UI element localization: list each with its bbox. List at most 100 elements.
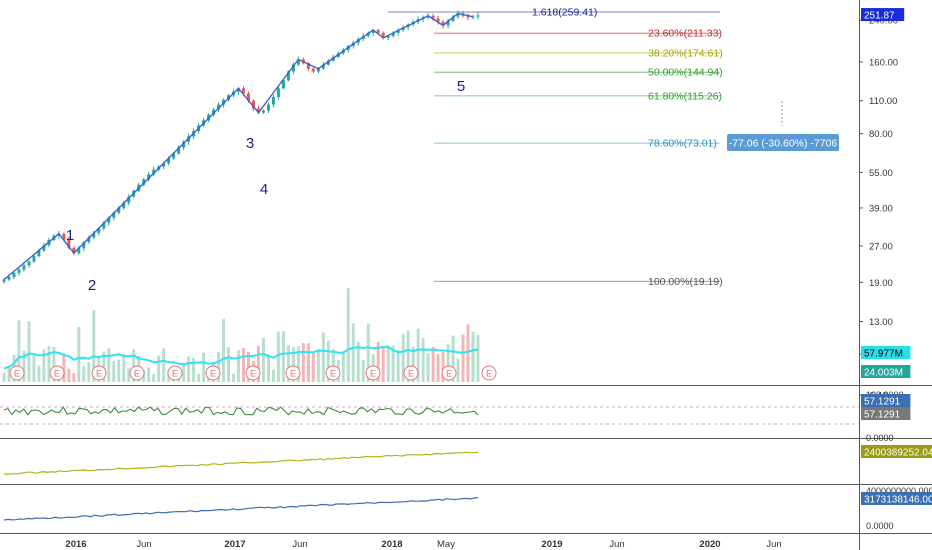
earnings-marker (205, 365, 221, 381)
time-tick-label: Jun (609, 539, 624, 550)
candle-body (326, 60, 330, 65)
candle-body (147, 174, 151, 180)
candle-body (261, 110, 265, 113)
volume-bar (321, 332, 325, 382)
candle-body (451, 16, 455, 21)
price-tick-label: 39.00 (869, 203, 893, 214)
indicator-2-badge-bg (861, 445, 932, 458)
candle-body (217, 104, 221, 110)
volume-bar (341, 351, 345, 382)
measure-tool-label: -77.06 (-30.60%) -7706 (727, 134, 839, 151)
candle-body (7, 277, 11, 280)
time-tick-label: Jun (766, 539, 781, 550)
price-tick-label: 13.00 (869, 317, 893, 328)
volume-bar (92, 309, 96, 382)
earnings-marker (365, 365, 381, 381)
indicator-2-badge: 2400389252.0483 (864, 448, 932, 459)
volume-bar (237, 350, 240, 382)
candle-body (286, 71, 290, 81)
volume-bar (132, 349, 136, 382)
candle-body (271, 97, 275, 105)
candle-body (242, 88, 245, 94)
candle-body (276, 88, 280, 98)
volume-bar (42, 349, 46, 382)
volume-bar (256, 345, 260, 382)
volume-bar (47, 346, 51, 382)
price-tick-label: 80.00 (869, 129, 893, 140)
indicator-tick-label: 4000000000.0000 (866, 486, 932, 496)
candle-body (162, 163, 166, 167)
volume-bar (451, 335, 455, 382)
volume-bar (386, 347, 390, 382)
volume-bar (306, 343, 310, 382)
price-tick-label: 110.00 (869, 96, 897, 107)
candle-body (2, 279, 6, 282)
earnings-marker (285, 365, 301, 381)
volume-bar (242, 348, 245, 382)
candle-body (376, 29, 380, 33)
volume-bar (266, 354, 270, 382)
volume-bar (461, 334, 465, 382)
volume-bar (311, 352, 315, 382)
time-tick-label: 2018 (381, 539, 402, 550)
volume-bar (222, 318, 226, 382)
volume-bar (436, 354, 440, 382)
volume-bar (202, 352, 206, 382)
time-tick-label: 2020 (699, 539, 720, 550)
volume-bar (117, 359, 121, 382)
measure-text: -77.06 (-30.60%) -7706 (729, 138, 838, 150)
candle-body (212, 109, 216, 115)
price-tick-label: 19.00 (869, 278, 893, 289)
volume-bar (67, 368, 71, 382)
earnings-marker (167, 365, 183, 381)
candle-body (281, 80, 285, 89)
volume-bar (107, 348, 111, 382)
time-tick-label: 2017 (224, 539, 245, 550)
candle-body (22, 265, 26, 270)
candle-body (371, 29, 375, 33)
volume-bar (326, 340, 330, 382)
earnings-marker-label: E (96, 369, 102, 379)
candle-body (311, 68, 315, 72)
volume-bar (192, 357, 196, 382)
volume-bar (401, 334, 405, 382)
candle-body (72, 247, 76, 254)
volume-bars (2, 288, 480, 382)
candle-body (247, 93, 250, 101)
volume-bar (346, 288, 350, 382)
candle-body (182, 141, 186, 148)
earnings-marker-label: E (54, 369, 60, 379)
candle-body (92, 233, 96, 238)
volume-bar (381, 346, 385, 382)
volume-bar (431, 347, 435, 382)
candle-body (82, 242, 86, 249)
volume-bar (351, 323, 355, 382)
volume-bar (87, 362, 91, 382)
indicator-1-badge-2: 57.1291 (864, 410, 901, 421)
indicator-1-badge-bg (861, 394, 911, 407)
volume-bar (7, 366, 11, 382)
volume-bar (102, 351, 106, 382)
candle-body (17, 269, 21, 273)
volume-bar (2, 372, 6, 382)
candle-body (112, 212, 116, 218)
candle-body (381, 32, 385, 38)
fib-level-label: 23.60%(211.33) (648, 28, 722, 40)
volume-bar (162, 348, 166, 382)
volume-bar (77, 326, 81, 382)
candle-body (291, 64, 295, 72)
candle-body (12, 272, 16, 278)
fib-level-label: 100.00%(19.19) (648, 276, 723, 288)
candle-body (42, 245, 46, 251)
candle-body (446, 20, 450, 26)
volume-bar (27, 321, 31, 382)
candle-body (107, 217, 111, 223)
volume-bar (476, 335, 480, 382)
volume-bar (441, 351, 445, 382)
candle-body (97, 228, 101, 234)
volume-bar (17, 320, 21, 382)
earnings-marker-label: E (290, 369, 296, 379)
volume-bar (281, 331, 285, 382)
